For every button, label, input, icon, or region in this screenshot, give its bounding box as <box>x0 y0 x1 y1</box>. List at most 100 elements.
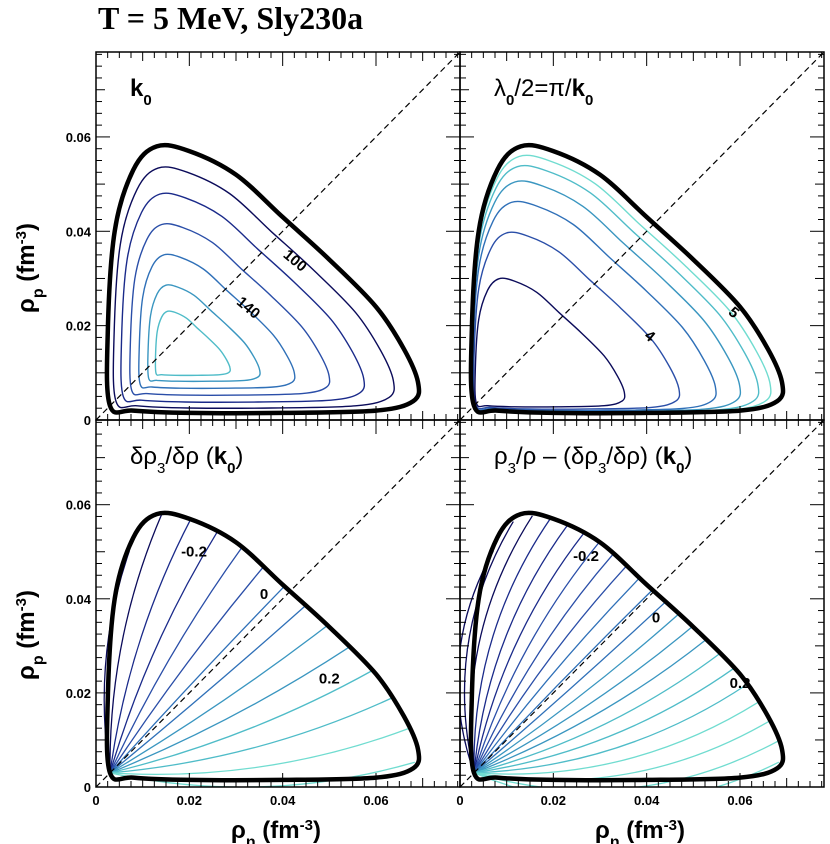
contour-line <box>473 740 779 787</box>
contour-line <box>473 667 735 774</box>
contour-line <box>463 521 514 774</box>
x-tick-label: 0 <box>92 793 99 808</box>
contour-line <box>109 646 350 774</box>
contour-line <box>473 720 771 781</box>
spinodal-boundary <box>104 510 422 783</box>
contour-line <box>473 613 680 774</box>
panel-label: k0 <box>130 75 152 109</box>
symmetric-diagonal <box>96 52 460 420</box>
panel-label-part: ) <box>235 443 243 470</box>
contour-line <box>471 200 717 412</box>
contour-line <box>109 514 163 773</box>
contour-label: 5 <box>725 304 742 322</box>
panel-label-part: 0 <box>585 92 593 109</box>
x-axis-title-left: ρn (fm-3) <box>231 817 321 844</box>
figure-title: T = 5 MeV, Sly230a <box>98 0 363 36</box>
panel-label-part: 0 <box>143 92 151 109</box>
contour-line <box>473 589 653 774</box>
panel-label-part: k <box>663 443 677 470</box>
axis-unit: (fm <box>620 817 664 844</box>
y-tick-label: 0 <box>84 780 91 795</box>
axis-unit: (fm <box>13 244 40 288</box>
panel-label-part: ) <box>684 443 692 470</box>
contour-line <box>129 223 331 396</box>
y-tick-label: 0.04 <box>66 224 92 239</box>
axis-subscript: p <box>30 288 47 298</box>
panel-label-part: 3 <box>508 460 516 477</box>
panel-label-part: 3 <box>157 460 165 477</box>
panel-label-part: δρ <box>130 443 157 470</box>
contour-line <box>109 727 410 776</box>
contour-line <box>109 566 264 774</box>
x-tick-label: 0.04 <box>270 793 296 808</box>
contour-label: -0.2 <box>573 548 599 565</box>
spinodal-boundary <box>104 142 422 416</box>
panel-plot-area: 54 <box>460 52 824 420</box>
panel-label-part: λ <box>494 75 506 102</box>
panel-label-part: /δρ) ( <box>606 443 662 470</box>
panel-plot-area: -0.2 0 0.2 <box>460 420 824 787</box>
contour-line <box>473 565 627 774</box>
panel-label: λ0/2=π/k0 <box>494 75 593 109</box>
contour-line <box>470 164 760 413</box>
contour-line <box>473 577 640 774</box>
axis-labels: ρn (fm-3) ρn (fm-3)ρp (fm-3)ρp (fm-3) <box>13 223 685 844</box>
y-axis-title-top: ρp (fm-3) <box>13 223 47 313</box>
panel-grid: 10014000.020.040.06k054λ0/2=π/k0-0.200.2… <box>66 51 825 808</box>
contour-line <box>109 605 307 774</box>
panel-label: δρ3/δρ (k0) <box>130 443 243 477</box>
axis-close: ) <box>13 590 40 598</box>
x-tick-label: 0.02 <box>541 793 566 808</box>
x-tick-label: 0.04 <box>634 793 660 808</box>
contour-line <box>109 519 192 773</box>
contour-line <box>473 525 568 773</box>
panel-frame <box>459 51 825 421</box>
y-tick-label: 0.06 <box>66 498 91 513</box>
panel-label-part: 0 <box>676 460 684 477</box>
contour-label: 0.2 <box>319 670 340 687</box>
contour-line <box>109 585 285 774</box>
contour-line <box>120 192 366 403</box>
y-tick-label: 0 <box>84 413 91 428</box>
contour-line <box>109 532 218 774</box>
contour-line <box>473 653 721 774</box>
contour-line <box>138 253 296 390</box>
contour-label: 0 <box>652 609 660 626</box>
contour-label: 0.2 <box>730 675 751 692</box>
contour-line <box>109 547 243 774</box>
panel-label-part: /2=π/ <box>514 75 572 102</box>
x-tick-label: 0 <box>456 793 463 808</box>
axis-exponent: -3 <box>13 231 30 244</box>
axis-symbol: ρ <box>13 298 40 313</box>
contour-label: 140 <box>233 293 263 322</box>
x-axis-title-right: ρn (fm-3) <box>595 817 685 844</box>
contour-line <box>473 601 667 774</box>
x-tick-label: 0.02 <box>177 793 202 808</box>
symmetric-diagonal <box>460 420 824 787</box>
axis-subscript: n <box>246 834 256 844</box>
contour-line <box>460 550 494 774</box>
contour-line <box>470 515 533 773</box>
contour-line <box>112 166 395 409</box>
axis-symbol: ρ <box>13 665 40 680</box>
panel-label-part: /δρ ( <box>165 443 213 470</box>
contour-line <box>473 553 614 774</box>
panel-drho3: -0.2 0 0.2 0 0.02 0.04 0.06 0 0.02 0.04 0.06 δρ3/δρ… <box>66 419 461 808</box>
contour-line <box>473 639 707 774</box>
panel-label-part: k <box>214 443 228 470</box>
spinodal-boundary <box>468 510 786 783</box>
contour-line <box>473 533 584 774</box>
contour-line <box>473 518 552 773</box>
panel-label-part: ρ <box>494 443 508 470</box>
y-tick-label: 0.04 <box>66 592 92 607</box>
contour-line <box>472 231 681 410</box>
contour-line <box>109 624 328 774</box>
axis-exponent: -3 <box>300 817 313 834</box>
contour-label: -0.2 <box>181 543 207 560</box>
symmetric-diagonal <box>460 52 824 420</box>
axis-close: ) <box>677 817 685 844</box>
